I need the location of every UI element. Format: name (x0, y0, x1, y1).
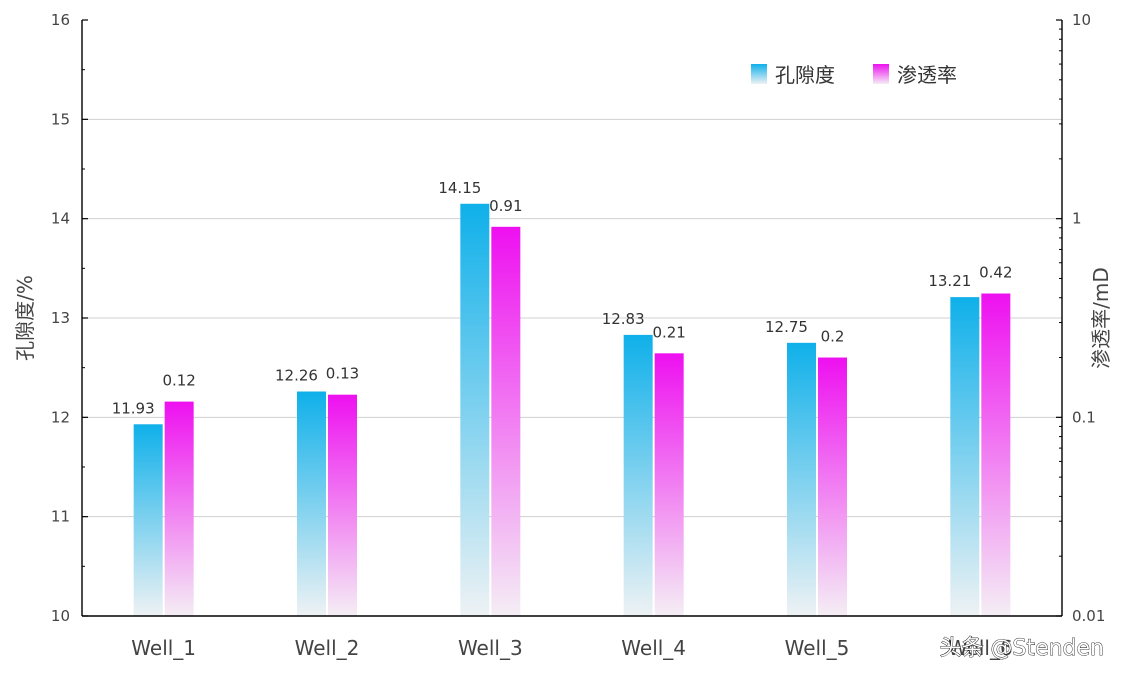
x-tick-label: Well_2 (295, 636, 360, 660)
bar-permeability (491, 226, 521, 616)
x-tick-label: Well_1 (131, 636, 196, 660)
data-label-porosity: 11.93 (112, 399, 155, 417)
data-label-permeability: 0.13 (326, 365, 359, 383)
bar-permeability (654, 353, 684, 616)
x-tick-label: Well_6 (948, 636, 1013, 660)
data-label-porosity: 12.26 (275, 367, 318, 385)
legend-label-permeability: 渗透率 (897, 63, 957, 87)
bar-porosity (787, 342, 816, 616)
legend-swatch-porosity (751, 64, 767, 84)
bar-permeability (818, 357, 847, 616)
data-label-porosity: 14.15 (438, 179, 481, 197)
bar-porosity (460, 203, 490, 616)
y2-tick-label: 1 (1072, 210, 1082, 228)
bar-permeability (981, 293, 1011, 616)
y-tick-label: 11 (51, 508, 70, 526)
x-tick-label: Well_5 (785, 636, 850, 660)
bar-porosity (950, 297, 980, 616)
data-label-porosity: 13.21 (928, 272, 971, 290)
x-tick-label: Well_4 (621, 636, 686, 660)
y-tick-label: 12 (51, 408, 70, 426)
data-label-permeability: 0.2 (821, 328, 845, 346)
data-label-porosity: 12.75 (765, 318, 808, 336)
bar-porosity (297, 391, 326, 616)
y-tick-label: 13 (51, 309, 70, 327)
bar-permeability (328, 394, 357, 616)
legend-swatch-permeability (873, 64, 889, 84)
bar-porosity (133, 424, 163, 616)
data-label-permeability: 0.42 (979, 264, 1012, 282)
data-label-porosity: 12.83 (602, 310, 645, 328)
y-tick-label: 16 (51, 11, 70, 29)
y-tick-label: 14 (51, 210, 70, 228)
y-axis-title: 孔隙度/% (13, 275, 37, 361)
y-tick-label: 15 (51, 110, 70, 128)
y2-tick-label: 0.1 (1072, 408, 1096, 426)
data-label-permeability: 0.12 (162, 372, 195, 390)
y2-tick-label: 0.01 (1072, 607, 1105, 625)
bar-permeability (164, 401, 194, 616)
y-tick-label: 10 (51, 607, 70, 625)
data-label-permeability: 0.21 (652, 323, 685, 341)
watermark: 头条 @Stenden (939, 636, 1104, 661)
y2-axis-title: 渗透率/mD (1089, 267, 1113, 369)
bar-porosity (623, 334, 653, 616)
x-tick-label: Well_3 (458, 636, 523, 660)
legend-label-porosity: 孔隙度 (775, 63, 835, 87)
y2-tick-label: 10 (1072, 11, 1091, 29)
data-label-permeability: 0.91 (489, 197, 522, 215)
